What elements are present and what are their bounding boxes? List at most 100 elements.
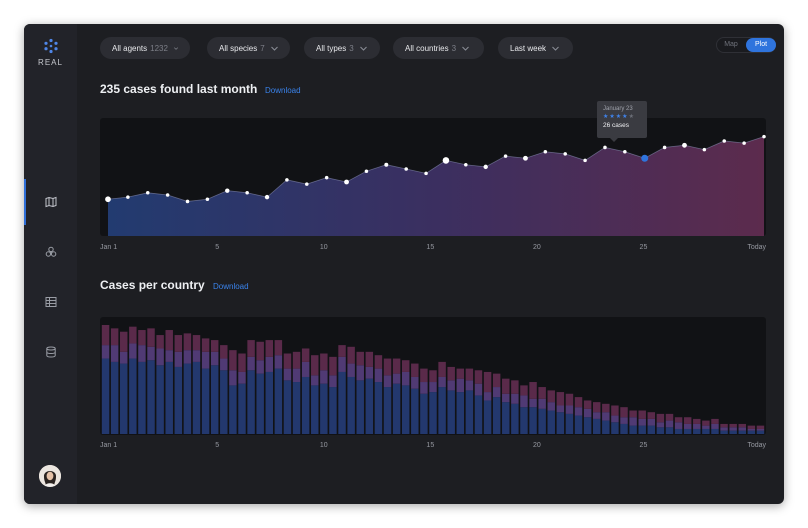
- filter-countries[interactable]: All countries 3: [393, 37, 484, 59]
- cases-chart-panel: [100, 118, 766, 236]
- bar-segment: [220, 345, 228, 359]
- bar-segment: [483, 400, 492, 434]
- bar-segment: [311, 375, 319, 386]
- bar-segment: [356, 380, 364, 434]
- bar-segment: [256, 373, 264, 434]
- bar-segment: [538, 387, 546, 399]
- bar-segment: [156, 335, 164, 349]
- bar-segment: [274, 340, 283, 356]
- bar-segment: [274, 368, 283, 434]
- bar-segment: [447, 380, 455, 391]
- bar-segment: [365, 351, 374, 367]
- bar-segment: [129, 358, 137, 434]
- bar-segment: [147, 328, 155, 347]
- filter-count: 3: [451, 43, 457, 53]
- bar-segment: [547, 402, 555, 411]
- avatar[interactable]: [39, 465, 61, 487]
- bar-segment: [201, 368, 210, 434]
- bar-segment: [311, 355, 319, 376]
- filter-types[interactable]: All types 3: [304, 37, 380, 59]
- bar-segment: [174, 335, 183, 352]
- data-point: [165, 193, 170, 197]
- user-avatar-icon: [39, 465, 61, 487]
- filter-agents[interactable]: All agents 1232: [100, 37, 190, 59]
- tooltip-rating: ★★★★★: [603, 113, 641, 120]
- map-icon: [45, 196, 56, 208]
- bar-segment: [529, 382, 537, 399]
- bar-segment: [311, 385, 319, 434]
- data-point: [682, 142, 687, 148]
- bar-segment: [565, 413, 574, 434]
- bar-segment: [147, 360, 155, 434]
- bar-segment: [329, 387, 337, 434]
- star-icon: ★: [622, 114, 629, 120]
- bar-segment: [520, 395, 528, 408]
- data-point: [145, 191, 150, 195]
- bar-segment: [356, 351, 364, 366]
- bar-segment: [192, 361, 201, 434]
- bar-segment: [247, 356, 255, 371]
- bar-segment: [492, 373, 501, 388]
- data-point: [384, 162, 389, 167]
- bar-segment: [420, 382, 428, 394]
- bar-segment: [383, 375, 392, 388]
- star-icon: ★: [615, 114, 623, 120]
- sidebar-item-table[interactable]: [24, 291, 77, 313]
- bar-segment: [747, 428, 756, 431]
- data-point: [623, 150, 627, 154]
- data-point: [324, 175, 329, 180]
- bar-segment: [338, 371, 346, 434]
- sidebar-item-map[interactable]: [24, 179, 77, 225]
- bar-segment: [656, 413, 665, 423]
- bar-segment: [711, 428, 719, 434]
- bar-segment: [183, 333, 192, 351]
- bar-segment: [165, 361, 173, 434]
- bar-segment: [447, 390, 455, 434]
- bar-segment: [474, 383, 483, 396]
- logo[interactable]: REAL: [35, 38, 66, 67]
- bar-segment: [174, 351, 183, 367]
- bar-segment: [620, 407, 628, 418]
- bar-segment: [156, 365, 164, 434]
- cases-download-link[interactable]: Download: [265, 86, 301, 95]
- filter-species[interactable]: All species 7: [207, 37, 290, 59]
- bar-segment: [729, 423, 737, 428]
- bar-segment: [665, 420, 674, 428]
- bar-segment: [110, 361, 119, 434]
- bar-segment: [347, 376, 355, 434]
- x-tick-label: 15: [426, 244, 435, 251]
- toggle-map[interactable]: Map: [724, 41, 738, 48]
- bar-segment: [320, 353, 328, 371]
- bar-segment: [638, 418, 646, 426]
- bar-segment: [201, 338, 210, 352]
- chevron-down-icon: [174, 46, 178, 50]
- bar-segment: [129, 326, 137, 344]
- bar-segment: [756, 428, 765, 431]
- bar-segment: [292, 368, 301, 383]
- toggle-plot[interactable]: Plot: [746, 38, 776, 52]
- bar-segment: [183, 363, 192, 434]
- bar-segment: [420, 393, 428, 434]
- x-tick-label: Jan 1: [100, 442, 118, 449]
- country-download-link[interactable]: Download: [213, 282, 249, 291]
- filter-period[interactable]: Last week: [498, 37, 573, 59]
- data-point: [464, 162, 468, 167]
- bar-segment: [347, 363, 355, 377]
- sidebar-item-database[interactable]: [24, 341, 77, 363]
- bar-segment: [611, 405, 619, 416]
- bar-segment: [756, 430, 765, 434]
- star-icon: ★: [609, 114, 616, 120]
- bar-segment: [538, 398, 546, 409]
- bar-segment: [229, 385, 237, 434]
- bar-segment: [620, 423, 628, 434]
- sidebar-item-biohazard[interactable]: [24, 241, 77, 263]
- bar-segment: [747, 425, 756, 429]
- bar-segment: [611, 415, 619, 423]
- x-tick-label: 10: [319, 442, 328, 449]
- country-title: Cases per country: [100, 278, 205, 292]
- bar-segment: [738, 427, 746, 431]
- x-tick-label: Today: [747, 442, 766, 449]
- star-icon: ★: [603, 114, 610, 120]
- x-tick-label: 10: [319, 244, 328, 251]
- bar-segment: [592, 418, 601, 434]
